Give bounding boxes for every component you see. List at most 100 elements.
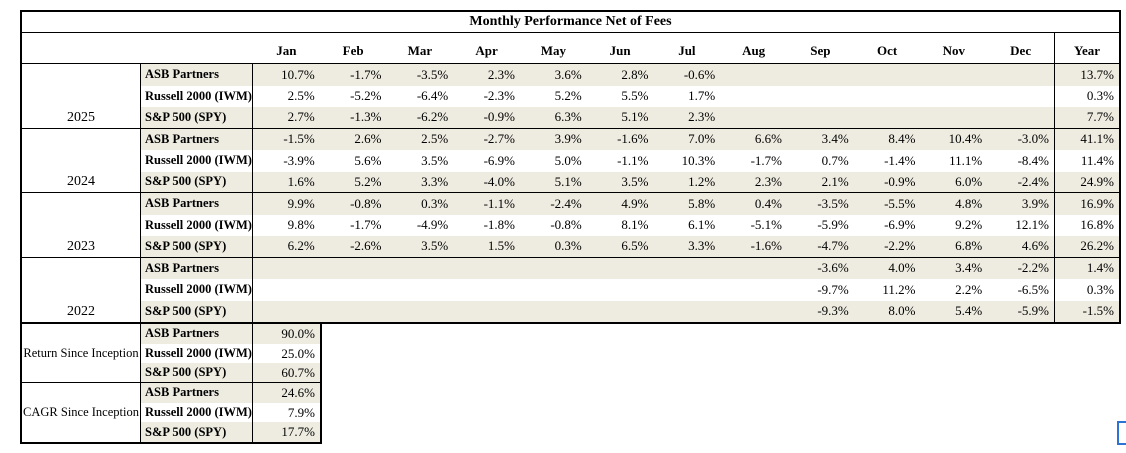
cell-2022-asb-partners-mar[interactable]	[386, 257, 454, 279]
cell-2023-s-p-500-spy-jul[interactable]: 3.3%	[653, 236, 721, 258]
cell-2025-s-p-500-spy-apr[interactable]: -0.9%	[453, 107, 520, 129]
series-label-asb-partners[interactable]: ASB Partners	[140, 324, 253, 344]
cell-2024-russell-2000-iwm-sep[interactable]: 0.7%	[821, 152, 849, 168]
cell-2024-s-p-500-spy-jul[interactable]: 1.2%	[653, 171, 721, 193]
cell-2024-asb-partners-jun[interactable]: -1.6%	[586, 128, 654, 150]
cell-2022-asb-partners-nov[interactable]: 3.4%	[920, 257, 988, 279]
cell-2022-asb-partners-aug[interactable]	[720, 257, 787, 279]
cell-2022-russell-2000-iwm-feb[interactable]	[320, 279, 387, 301]
cell-2024-s-p-500-spy-feb[interactable]: 5.2%	[319, 171, 387, 193]
cell-2025-s-p-500-spy-jul[interactable]: 2.3%	[653, 107, 721, 129]
cell-2022-s-p-500-spy-apr[interactable]	[453, 300, 520, 322]
cell-2025-asb-partners-feb[interactable]: -1.7%	[319, 64, 387, 86]
series-label-russell-2000-iwm[interactable]: Russell 2000 (IWM)	[140, 214, 253, 236]
cell-2025-s-p-500-spy-may[interactable]: 6.3%	[520, 107, 587, 129]
cell-2022-russell-2000-iwm-jun[interactable]	[587, 279, 654, 301]
cell-2024-russell-2000-iwm-nov[interactable]: 11.1%	[949, 152, 983, 168]
cell-2025-s-p-500-spy-dec[interactable]	[987, 107, 1054, 129]
cell-2024-s-p-500-spy-apr[interactable]: -4.0%	[453, 171, 520, 193]
series-label-s-p-500-spy[interactable]: S&P 500 (SPY)	[140, 363, 253, 384]
cell-2025-russell-2000-iwm-dec[interactable]	[987, 86, 1054, 108]
series-label-russell-2000-iwm[interactable]: Russell 2000 (IWM)	[140, 85, 253, 107]
series-label-russell-2000-iwm[interactable]: Russell 2000 (IWM)	[140, 150, 253, 172]
cell-2025-asb-partners-jun[interactable]: 2.8%	[586, 64, 654, 86]
series-label-asb-partners[interactable]: ASB Partners	[140, 128, 253, 150]
cell-2023-s-p-500-spy-dec[interactable]: 4.6%	[987, 236, 1054, 258]
cell-2024-s-p-500-spy-may[interactable]: 5.1%	[520, 171, 587, 193]
cell-2024-asb-partners-jan[interactable]: -1.5%	[253, 128, 320, 150]
series-label-s-p-500-spy[interactable]: S&P 500 (SPY)	[140, 171, 253, 193]
cell-2024-asb-partners-dec[interactable]: -3.0%	[987, 128, 1054, 150]
cell-2025-asb-partners-apr[interactable]: 2.3%	[453, 64, 520, 86]
cell-2023-s-p-500-spy-nov[interactable]: 6.8%	[920, 236, 988, 258]
cell-2023-russell-2000-iwm-may[interactable]: -0.8%	[550, 217, 582, 233]
cell-2025-s-p-500-spy-jun[interactable]: 5.1%	[586, 107, 654, 129]
cell-2022-s-p-500-spy-sep[interactable]: -9.3%	[787, 300, 854, 322]
cell-2023-s-p-500-spy-may[interactable]: 0.3%	[520, 236, 587, 258]
cell-2023-asb-partners-year[interactable]: 16.9%	[1054, 193, 1119, 215]
cell-2022-asb-partners-may[interactable]	[520, 257, 587, 279]
cell-2022-asb-partners-jan[interactable]	[253, 257, 320, 279]
cell-2024-asb-partners-jul[interactable]: 7.0%	[653, 128, 721, 150]
cell-2022-russell-2000-iwm-nov[interactable]: 2.2%	[955, 281, 983, 297]
cell-2024-russell-2000-iwm-may[interactable]: 5.0%	[554, 152, 582, 168]
cell-2023-asb-partners-mar[interactable]: 0.3%	[386, 193, 454, 215]
cell-2024-asb-partners-year[interactable]: 41.1%	[1054, 128, 1119, 150]
cell-2022-asb-partners-feb[interactable]	[319, 257, 387, 279]
cell-2025-asb-partners-nov[interactable]	[920, 64, 988, 86]
cell-return-since-inception-russell-2000-iwm[interactable]: 25.0%	[281, 345, 315, 361]
cell-2024-s-p-500-spy-jan[interactable]: 1.6%	[253, 171, 320, 193]
series-label-asb-partners[interactable]: ASB Partners	[140, 257, 253, 279]
cell-2023-s-p-500-spy-oct[interactable]: -2.2%	[853, 236, 921, 258]
cell-2022-s-p-500-spy-year[interactable]: -1.5%	[1054, 300, 1119, 322]
cell-2022-russell-2000-iwm-mar[interactable]	[387, 279, 454, 301]
cell-2022-russell-2000-iwm-may[interactable]	[520, 279, 587, 301]
cell-2024-s-p-500-spy-year[interactable]: 24.9%	[1054, 171, 1119, 193]
cell-2022-s-p-500-spy-mar[interactable]	[386, 300, 454, 322]
cell-2025-russell-2000-iwm-jun[interactable]: 5.5%	[621, 88, 649, 104]
cell-2024-s-p-500-spy-sep[interactable]: 2.1%	[787, 171, 854, 193]
cell-2023-s-p-500-spy-jan[interactable]: 6.2%	[253, 236, 320, 258]
cell-2024-russell-2000-iwm-jan[interactable]: -3.9%	[283, 152, 315, 168]
cell-2025-russell-2000-iwm-apr[interactable]: -2.3%	[483, 88, 515, 104]
cell-2025-russell-2000-iwm-feb[interactable]: -5.2%	[350, 88, 382, 104]
cell-2025-russell-2000-iwm-oct[interactable]	[854, 86, 921, 108]
series-label-asb-partners[interactable]: ASB Partners	[140, 193, 253, 215]
cell-2023-russell-2000-iwm-mar[interactable]: -4.9%	[416, 217, 449, 233]
year-label-2023[interactable]: 2023	[22, 193, 140, 258]
cell-2022-russell-2000-iwm-jul[interactable]	[654, 279, 721, 301]
cell-2025-s-p-500-spy-mar[interactable]: -6.2%	[386, 107, 454, 129]
cell-2025-s-p-500-spy-feb[interactable]: -1.3%	[319, 107, 387, 129]
cell-2023-asb-partners-sep[interactable]: -3.5%	[787, 193, 854, 215]
cell-2024-russell-2000-iwm-mar[interactable]: 3.5%	[421, 152, 449, 168]
cell-2022-s-p-500-spy-dec[interactable]: -5.9%	[987, 300, 1054, 322]
cell-2025-s-p-500-spy-nov[interactable]	[920, 107, 988, 129]
cell-2024-s-p-500-spy-nov[interactable]: 6.0%	[920, 171, 988, 193]
cell-2023-russell-2000-iwm-feb[interactable]: -1.7%	[350, 217, 382, 233]
cell-2022-asb-partners-apr[interactable]	[453, 257, 520, 279]
cell-2024-s-p-500-spy-mar[interactable]: 3.3%	[386, 171, 454, 193]
cell-2025-russell-2000-iwm-may[interactable]: 5.2%	[554, 88, 582, 104]
cell-2025-russell-2000-iwm-nov[interactable]	[921, 86, 988, 108]
cell-2023-asb-partners-jul[interactable]: 5.8%	[653, 193, 721, 215]
summary-label-return-since-inception[interactable]: Return Since Inception	[22, 324, 140, 384]
series-label-russell-2000-iwm[interactable]: Russell 2000 (IWM)	[140, 343, 253, 364]
cell-2022-asb-partners-year[interactable]: 1.4%	[1054, 257, 1119, 279]
cell-2024-russell-2000-iwm-dec[interactable]: -8.4%	[1017, 152, 1049, 168]
cell-2024-asb-partners-nov[interactable]: 10.4%	[920, 128, 988, 150]
cell-2024-s-p-500-spy-dec[interactable]: -2.4%	[987, 171, 1054, 193]
cell-2023-russell-2000-iwm-jan[interactable]: 9.8%	[287, 217, 315, 233]
cell-2023-s-p-500-spy-jun[interactable]: 6.5%	[586, 236, 654, 258]
series-label-asb-partners[interactable]: ASB Partners	[140, 64, 253, 86]
cell-2023-russell-2000-iwm-sep[interactable]: -5.9%	[817, 217, 849, 233]
cell-2023-s-p-500-spy-aug[interactable]: -1.6%	[720, 236, 787, 258]
cell-2024-asb-partners-apr[interactable]: -2.7%	[453, 128, 520, 150]
cell-2022-s-p-500-spy-oct[interactable]: 8.0%	[853, 300, 921, 322]
cell-2022-russell-2000-iwm-sep[interactable]: -9.7%	[817, 281, 849, 297]
cell-2022-s-p-500-spy-may[interactable]	[520, 300, 587, 322]
cell-cagr-since-inception-russell-2000-iwm[interactable]: 7.9%	[287, 404, 315, 420]
cell-2024-russell-2000-iwm-feb[interactable]: 5.6%	[354, 152, 382, 168]
cell-2022-asb-partners-sep[interactable]: -3.6%	[787, 257, 854, 279]
cell-2025-asb-partners-aug[interactable]	[720, 64, 787, 86]
cell-2025-asb-partners-year[interactable]: 13.7%	[1054, 64, 1119, 86]
